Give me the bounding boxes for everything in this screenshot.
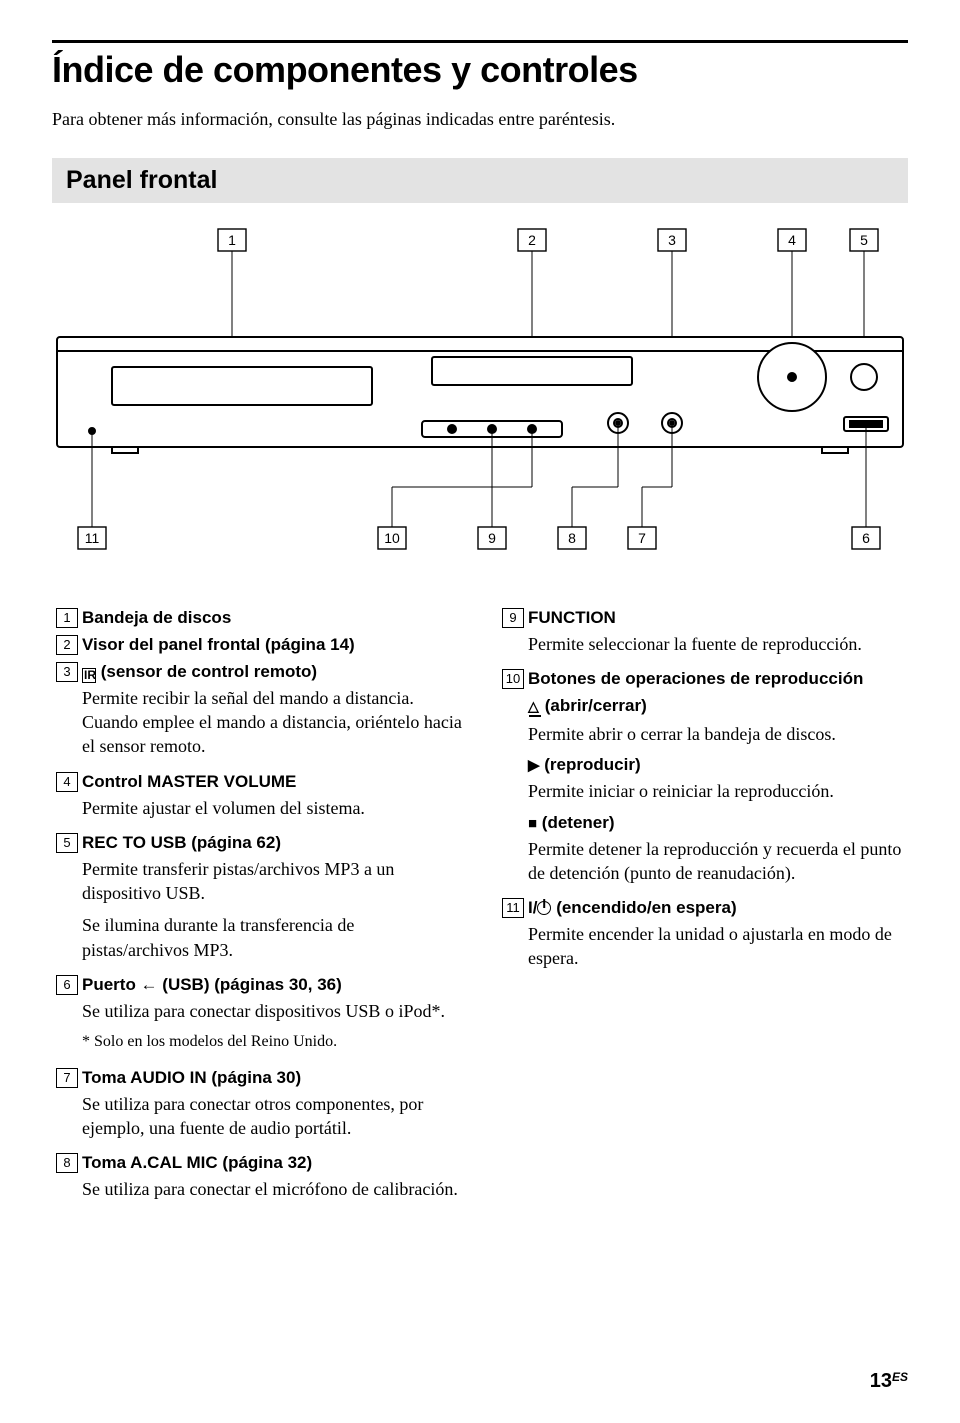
- front-panel-diagram: 1 2 3 4 5: [52, 227, 908, 567]
- item-title: Toma AUDIO IN (página 30): [82, 1067, 462, 1090]
- power-icon: [537, 901, 551, 915]
- page-subtitle: Para obtener más información, consulte l…: [52, 109, 908, 130]
- item-title: Control MASTER VOLUME: [82, 771, 462, 794]
- svg-text:6: 6: [862, 530, 870, 546]
- list-item: 8Toma A.CAL MIC (página 32)Se utiliza pa…: [52, 1152, 462, 1209]
- top-divider: [52, 40, 908, 43]
- stop-icon: ■: [528, 815, 537, 832]
- eject-icon: [528, 695, 540, 720]
- right-column: 9FUNCTIONPermite seleccionar la fuente d…: [498, 607, 908, 1214]
- list-item: 1Bandeja de discos: [52, 607, 462, 630]
- list-item: 2Visor del panel frontal (página 14): [52, 634, 462, 657]
- svg-text:11: 11: [85, 530, 100, 546]
- svg-text:8: 8: [568, 530, 576, 546]
- item-sub-desc: Permite iniciar o reiniciar la reproducc…: [528, 779, 908, 803]
- item-number: 8: [56, 1153, 78, 1173]
- item-title: REC TO USB (página 62): [82, 832, 462, 855]
- item-desc: Permite seleccionar la fuente de reprodu…: [528, 632, 908, 656]
- item-sub-desc: Permite abrir o cerrar la bandeja de dis…: [528, 722, 908, 746]
- item-title: Visor del panel frontal (página 14): [82, 634, 462, 657]
- item-title: FUNCTION: [528, 607, 908, 630]
- item-number: 11: [502, 898, 524, 918]
- item-note: * Solo en los modelos del Reino Unido.: [82, 1031, 462, 1053]
- item-number: 2: [56, 635, 78, 655]
- item-desc: Se ilumina durante la transferencia de p…: [82, 913, 462, 962]
- item-title: Toma A.CAL MIC (página 32): [82, 1152, 462, 1175]
- item-number: 1: [56, 608, 78, 628]
- page-number: 13: [870, 1370, 892, 1392]
- play-icon: ▶: [528, 757, 540, 774]
- svg-text:5: 5: [860, 232, 868, 248]
- section-band: Panel frontal: [52, 158, 908, 203]
- item-desc: Permite ajustar el volumen del sistema.: [82, 796, 462, 820]
- item-title: I/ (encendido/en espera): [528, 897, 908, 920]
- page-title: Índice de componentes y controles: [52, 49, 908, 91]
- svg-text:3: 3: [668, 232, 676, 248]
- list-item: 9FUNCTIONPermite seleccionar la fuente d…: [498, 607, 908, 664]
- svg-text:2: 2: [528, 232, 536, 248]
- item-title: Bandeja de discos: [82, 607, 462, 630]
- item-desc: Permite encender la unidad o ajustarla e…: [528, 922, 908, 971]
- list-item: 11I/ (encendido/en espera)Permite encend…: [498, 897, 908, 979]
- item-sub-title: ■ (detener): [528, 812, 908, 835]
- list-item: 7Toma AUDIO IN (página 30)Se utiliza par…: [52, 1067, 462, 1149]
- item-title: Botones de operaciones de reproducción: [528, 668, 908, 691]
- ir-sensor-icon: IR: [82, 668, 96, 683]
- svg-text:9: 9: [488, 530, 496, 546]
- item-title: IR (sensor de control remoto): [82, 661, 462, 684]
- item-number: 5: [56, 833, 78, 853]
- item-number: 4: [56, 772, 78, 792]
- svg-text:4: 4: [788, 232, 796, 248]
- description-columns: 1Bandeja de discos2Visor del panel front…: [52, 607, 908, 1214]
- svg-text:10: 10: [384, 530, 400, 546]
- left-column: 1Bandeja de discos2Visor del panel front…: [52, 607, 462, 1214]
- list-item: 6Puerto ← (USB) (páginas 30, 36)Se utili…: [52, 974, 462, 1063]
- list-item: 4Control MASTER VOLUMEPermite ajustar el…: [52, 771, 462, 828]
- item-sub-title: (abrir/cerrar): [528, 695, 908, 720]
- section-title: Panel frontal: [66, 166, 217, 194]
- item-number: 7: [56, 1068, 78, 1088]
- item-number: 10: [502, 669, 524, 689]
- item-number: 6: [56, 975, 78, 995]
- item-desc: Se utiliza para conectar otros component…: [82, 1092, 462, 1141]
- item-desc: Permite recibir la señal del mando a dis…: [82, 686, 462, 759]
- item-title: Puerto ← (USB) (páginas 30, 36): [82, 974, 462, 997]
- page-suffix: ES: [892, 1370, 908, 1384]
- page-footer: 13ES: [870, 1370, 908, 1393]
- list-item: 10Botones de operaciones de reproducción…: [498, 668, 908, 893]
- svg-text:1: 1: [228, 232, 236, 248]
- item-sub-desc: Permite detener la reproducción y recuer…: [528, 837, 908, 886]
- item-desc: Se utiliza para conectar el micrófono de…: [82, 1177, 462, 1201]
- item-desc: Se utiliza para conectar dispositivos US…: [82, 999, 462, 1023]
- list-item: 5REC TO USB (página 62)Permite transferi…: [52, 832, 462, 970]
- item-number: 9: [502, 608, 524, 628]
- item-number: 3: [56, 662, 78, 682]
- svg-text:7: 7: [638, 530, 646, 546]
- list-item: 3IR (sensor de control remoto)Permite re…: [52, 661, 462, 767]
- item-desc: Permite transferir pistas/archivos MP3 a…: [82, 857, 462, 906]
- item-sub-title: ▶ (reproducir): [528, 754, 908, 777]
